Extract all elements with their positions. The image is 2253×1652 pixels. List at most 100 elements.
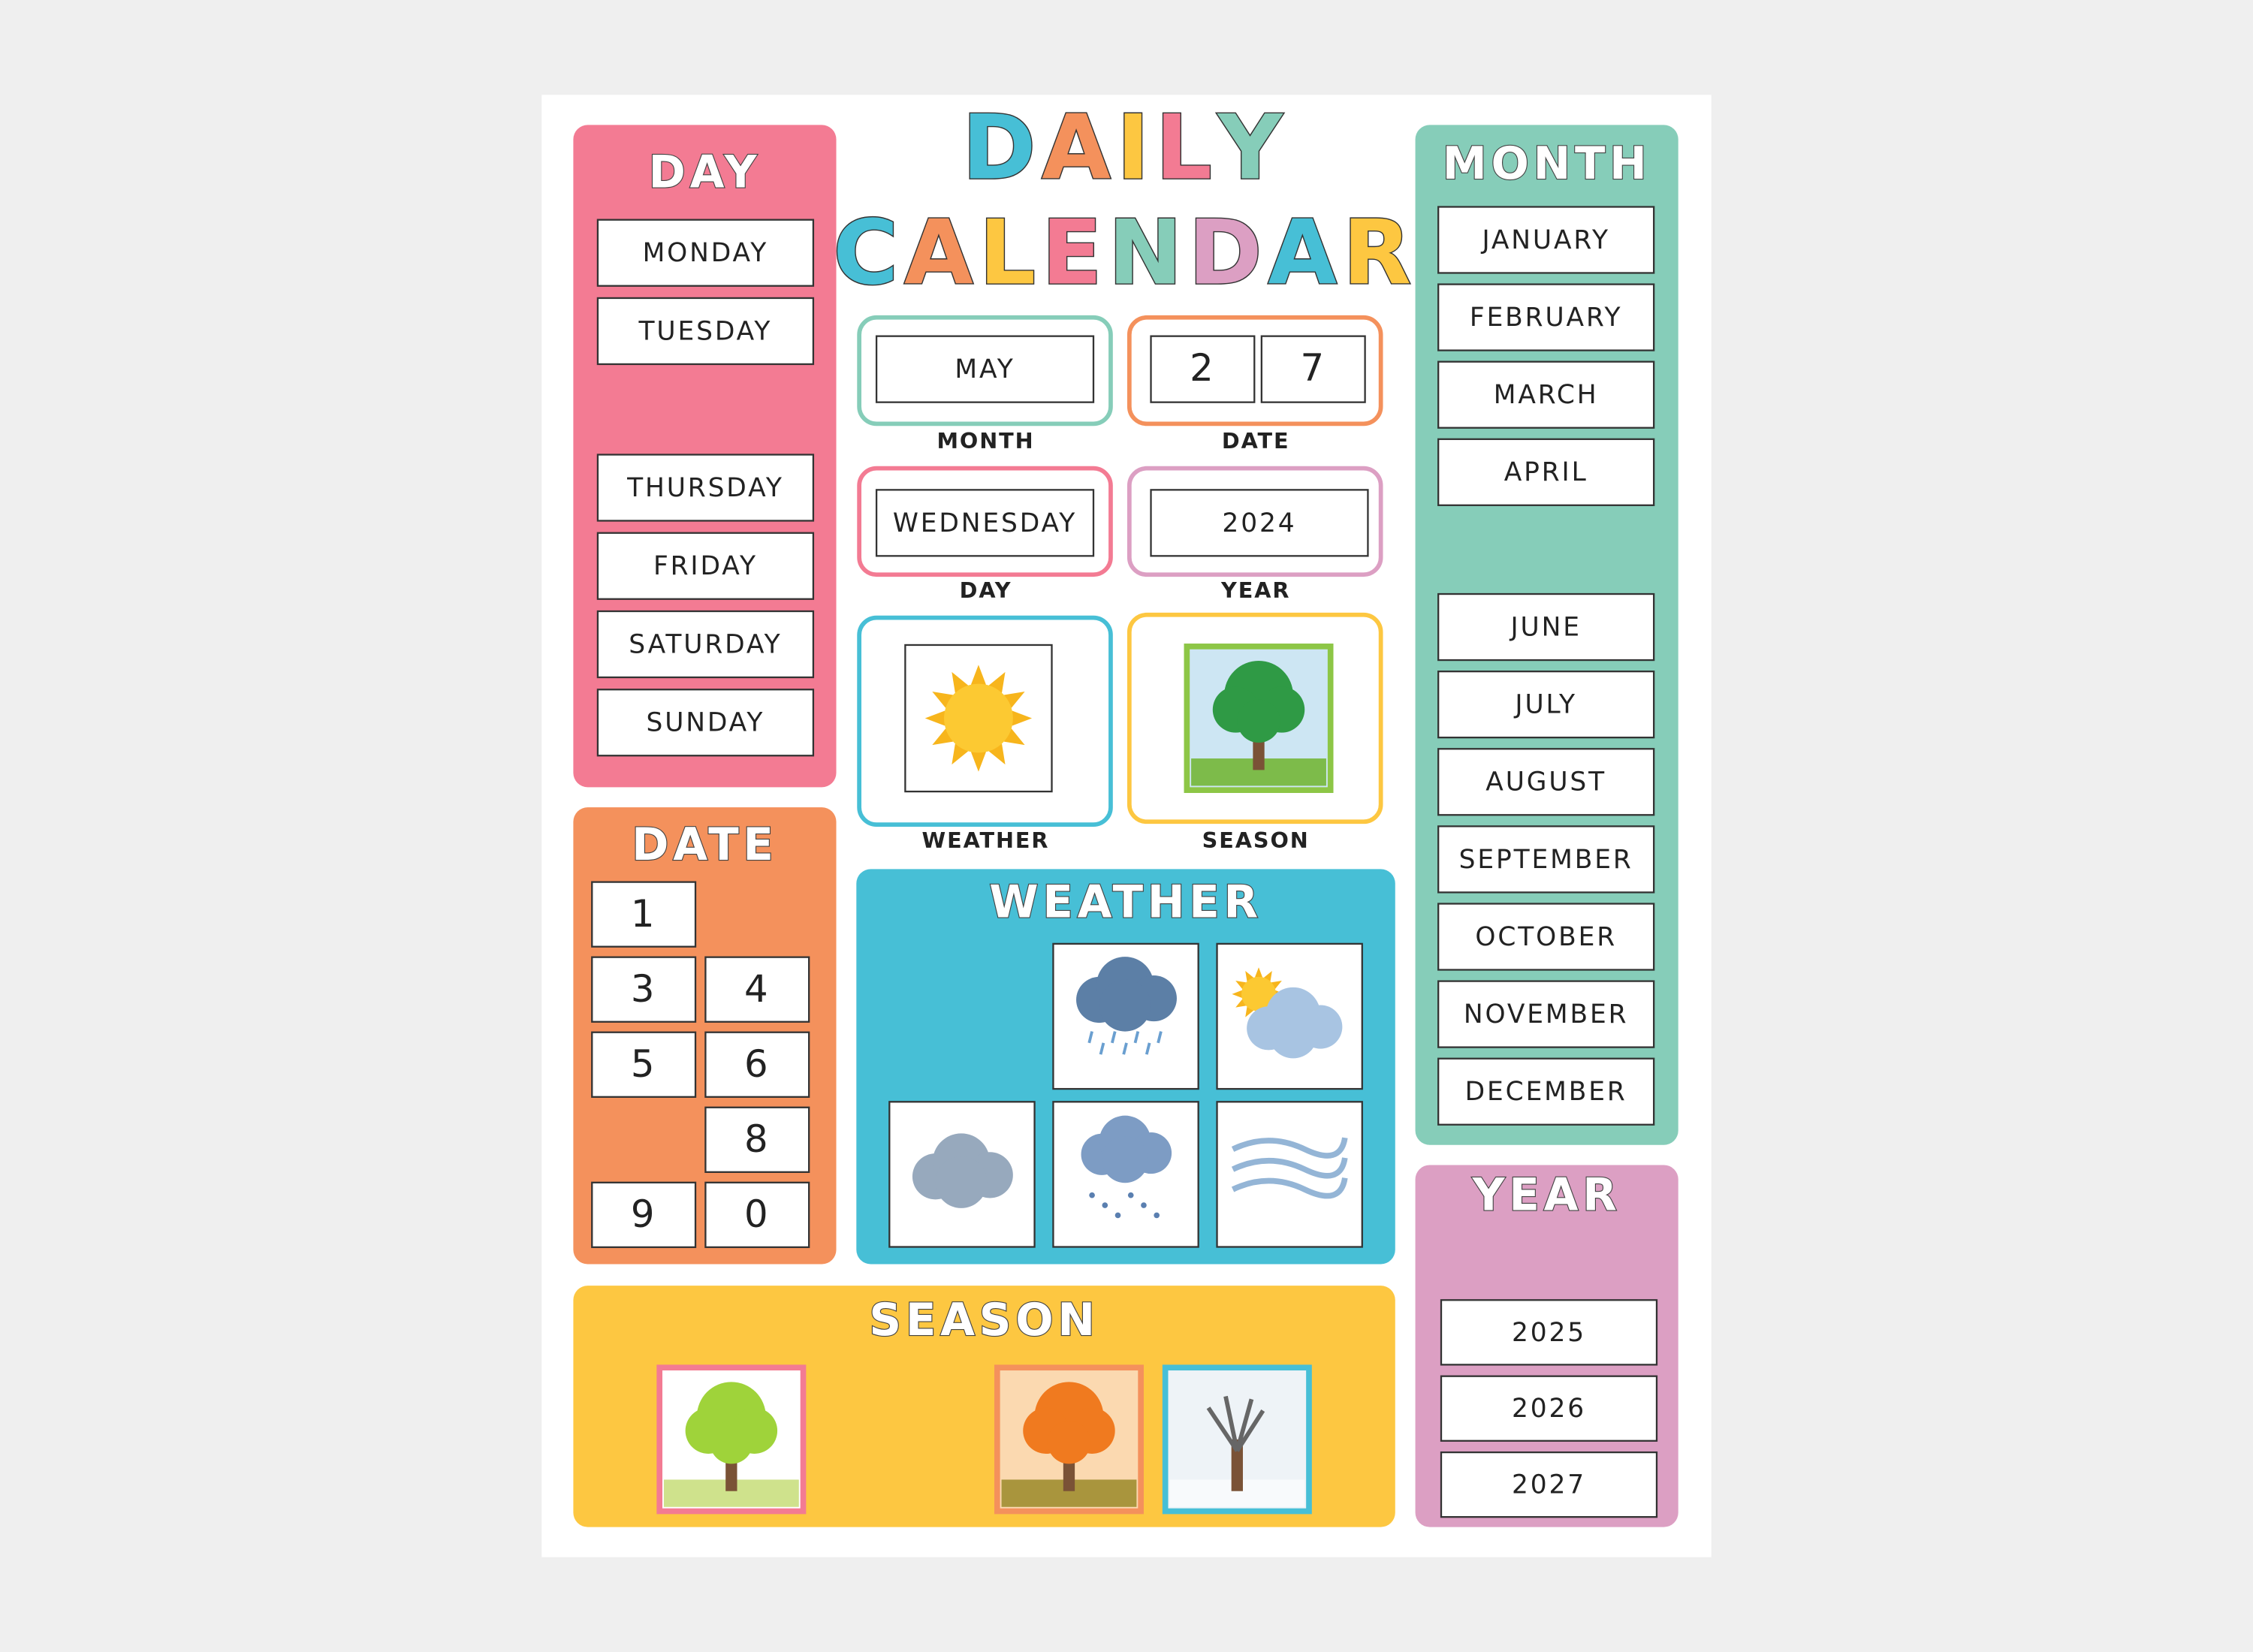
sun-ray	[924, 710, 946, 726]
cloud	[935, 1156, 988, 1208]
branch	[1235, 1398, 1254, 1452]
card	[704, 956, 810, 1023]
card-text: 2027	[1512, 1470, 1586, 1500]
display-label: WEATHER	[922, 828, 1050, 853]
card-text: 1	[631, 892, 657, 936]
snow	[1114, 1212, 1121, 1219]
card	[591, 1181, 697, 1249]
card-text: 9	[631, 1192, 657, 1236]
card-text: 8	[744, 1117, 771, 1161]
panel-heading: DATE	[632, 818, 777, 870]
card	[591, 881, 697, 948]
card-text: THURSDAY	[626, 473, 784, 503]
cloud	[1102, 1136, 1149, 1183]
panel-heading: MONTH	[1443, 137, 1651, 189]
sun	[1241, 976, 1276, 1011]
card-text: MARCH	[1494, 380, 1599, 410]
snow	[1141, 1202, 1147, 1208]
card-text: TUESDAY	[638, 316, 773, 346]
snow	[1089, 1192, 1095, 1198]
leaves	[1237, 699, 1280, 743]
card	[1437, 592, 1655, 662]
panel-heading: YEAR	[1472, 1169, 1621, 1221]
card	[875, 489, 1095, 557]
card	[704, 1106, 810, 1174]
card	[596, 219, 815, 287]
display-label: SEASON	[1202, 828, 1310, 853]
rain	[1133, 1031, 1140, 1044]
display-label: DAY	[960, 577, 1012, 603]
card	[1440, 1375, 1658, 1442]
card-text: MONDAY	[643, 238, 769, 268]
display-label: YEAR	[1220, 577, 1290, 603]
card-text: JANUARY	[1480, 225, 1609, 255]
card-text: WEDNESDAY	[893, 508, 1077, 538]
card-text: SUNDAY	[646, 708, 765, 738]
snow	[1154, 1212, 1160, 1219]
card-text: SEPTEMBER	[1459, 845, 1633, 875]
card	[1260, 335, 1366, 403]
cloud	[1099, 979, 1151, 1032]
card-text: DECEMBER	[1465, 1077, 1627, 1107]
card	[875, 335, 1095, 403]
snow	[1127, 1192, 1134, 1198]
card-text: NOVEMBER	[1464, 999, 1628, 1029]
display-label: DATE	[1222, 428, 1290, 454]
trunk	[1231, 1439, 1243, 1491]
card-text: 4	[744, 967, 771, 1011]
sun-ray	[1255, 967, 1263, 978]
card	[591, 1031, 697, 1098]
leaves	[710, 1421, 753, 1464]
display-label: MONTH	[936, 428, 1034, 454]
panel-heading: WEATHER	[989, 876, 1262, 927]
card-text: JULY	[1513, 690, 1576, 720]
card	[596, 689, 815, 757]
card-text: 6	[744, 1042, 771, 1086]
card	[1150, 335, 1256, 403]
wind	[1231, 1137, 1348, 1159]
card	[704, 1181, 810, 1249]
card	[596, 610, 815, 679]
card	[1437, 206, 1655, 274]
rain	[1111, 1031, 1117, 1044]
rain	[1087, 1031, 1093, 1044]
card-text: 0	[744, 1192, 771, 1236]
card	[1437, 671, 1655, 739]
sun-ray	[1232, 990, 1242, 998]
branch	[1206, 1406, 1239, 1452]
rain	[1122, 1042, 1128, 1055]
card-text: 3	[631, 967, 657, 1011]
rain	[1145, 1042, 1151, 1055]
wind	[1231, 1177, 1348, 1199]
cloud	[1268, 1008, 1318, 1059]
card	[1437, 980, 1655, 1048]
card-text: 2	[1190, 346, 1216, 390]
card	[1437, 438, 1655, 506]
card	[596, 297, 815, 366]
card-text: AUGUST	[1485, 767, 1606, 797]
title-line: CALENDAR	[833, 200, 1417, 304]
rain	[1099, 1042, 1105, 1055]
card	[1437, 283, 1655, 351]
card	[1150, 489, 1369, 557]
card-text: SATURDAY	[629, 629, 782, 659]
card-text: 2025	[1512, 1318, 1586, 1348]
card-text: OCTOBER	[1475, 922, 1617, 952]
card	[1440, 1451, 1658, 1518]
card	[1437, 903, 1655, 971]
card-text: 2024	[1222, 508, 1296, 538]
sun-ray	[970, 665, 986, 685]
card	[1437, 1057, 1655, 1126]
rain	[1157, 1031, 1163, 1044]
card	[704, 1031, 810, 1098]
card-text: JUNE	[1510, 612, 1582, 642]
sun-ray	[1012, 710, 1033, 726]
card	[591, 956, 697, 1023]
branch	[1223, 1395, 1240, 1452]
card-text: FEBRUARY	[1470, 303, 1623, 333]
sun-ray	[970, 752, 986, 772]
title-line: DAILY	[962, 95, 1288, 199]
weather-icon	[1216, 1101, 1363, 1248]
